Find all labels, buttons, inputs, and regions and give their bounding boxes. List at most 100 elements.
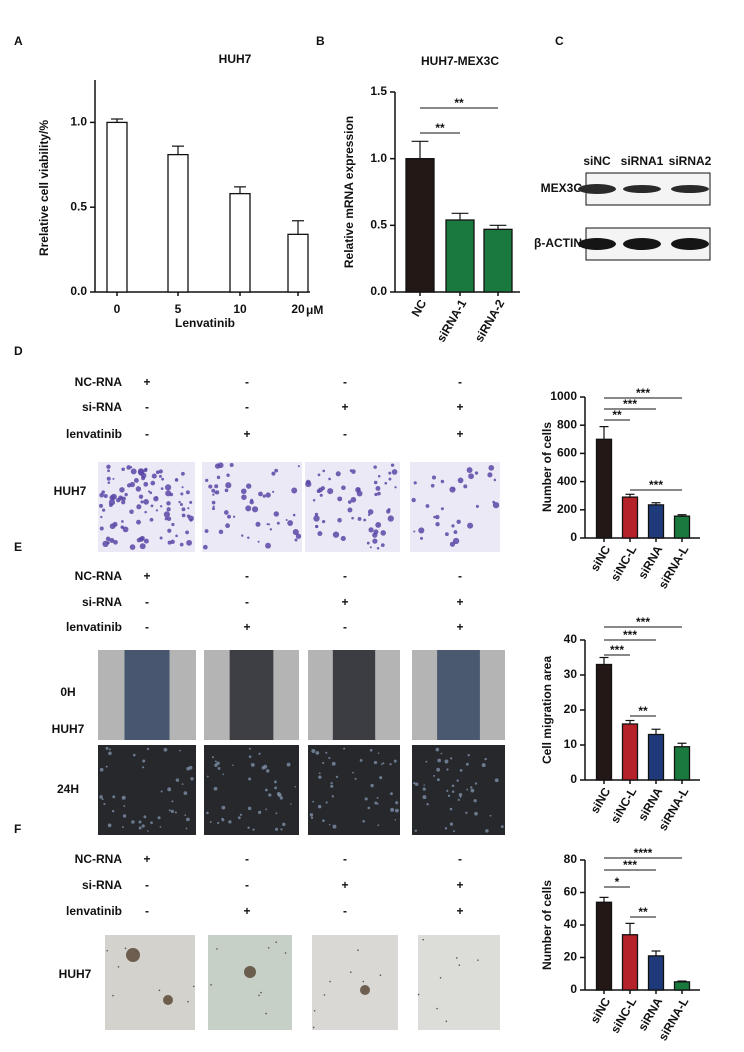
cell-dot <box>138 820 142 824</box>
cell-dot <box>449 807 453 811</box>
cell-dot <box>337 496 343 502</box>
cell-dot <box>274 780 277 784</box>
x-tick-label: siNC-L <box>608 995 639 1035</box>
condition-sign: + <box>456 595 463 609</box>
cell-dot <box>170 809 175 814</box>
cell-dot <box>269 528 273 531</box>
cell-dot <box>413 530 416 533</box>
cell-dot <box>369 748 373 752</box>
y-tick-label: 0 <box>570 982 577 996</box>
cell-dot <box>377 824 380 827</box>
cell-dot <box>373 480 378 485</box>
condition-sign: - <box>245 852 249 866</box>
cell-dot <box>469 786 473 789</box>
cell-dot <box>186 539 193 546</box>
x-tick-label: siNC-L <box>608 785 639 825</box>
cell-dot <box>451 784 455 788</box>
significance-label: ** <box>638 905 648 919</box>
transwell-image <box>410 462 500 552</box>
condition-label: NC-RNA <box>75 569 123 583</box>
cell-dot <box>237 816 241 820</box>
cell-dot <box>159 825 162 828</box>
cell-dot <box>274 786 278 790</box>
condition-sign: - <box>343 852 347 866</box>
y-tick-label: 600 <box>557 446 577 460</box>
debris <box>117 966 120 968</box>
wound-image-24h <box>98 745 196 835</box>
x-tick-label: NC <box>409 297 430 319</box>
x-tick-label: siNC <box>588 785 614 816</box>
cell-dot <box>332 824 337 829</box>
y-axis-label: Relative mRNA expression <box>342 116 356 268</box>
y-tick-label: 40 <box>564 632 578 646</box>
cell-dot <box>241 534 244 537</box>
cell-dot <box>99 503 104 508</box>
cell-dot <box>305 481 312 488</box>
condition-sign: + <box>456 427 463 441</box>
cell-dot <box>129 509 134 514</box>
significance-label: *** <box>623 858 637 872</box>
cell-dot <box>466 788 469 791</box>
debris <box>455 957 458 959</box>
debris <box>362 980 365 983</box>
cell-dot <box>312 800 315 803</box>
cell-dot <box>473 799 477 803</box>
cell-dot <box>262 494 266 498</box>
cell-dot <box>181 513 186 518</box>
cell-dot <box>451 524 455 528</box>
cell-dot <box>186 514 191 518</box>
cell-dot <box>287 520 294 526</box>
cell-dot <box>190 777 194 781</box>
cell-dot <box>158 474 162 478</box>
cell-dot <box>368 513 371 517</box>
cell-dot <box>363 518 367 522</box>
cell-dot <box>492 501 500 509</box>
cell-dot <box>331 795 335 798</box>
cell-dot <box>373 465 377 469</box>
cell-dot <box>150 821 153 825</box>
cell-dot <box>131 820 135 824</box>
cell-dot <box>276 521 280 525</box>
cell-dot <box>211 488 216 493</box>
x-tick-label: siRNA-2 <box>472 297 508 345</box>
bar <box>287 233 309 293</box>
cell-dot <box>232 515 236 518</box>
cell-dot <box>167 787 172 792</box>
cell-dot <box>186 767 190 771</box>
cell-dot <box>263 764 268 769</box>
cell-dot <box>143 815 147 819</box>
condition-sign: - <box>458 569 462 583</box>
blot-row-label: β-ACTIN <box>534 236 582 250</box>
debris <box>265 1012 267 1015</box>
cell-dot <box>178 500 181 504</box>
condition-label: si-RNA <box>82 878 122 892</box>
cell-dot <box>280 828 283 831</box>
cell-dot <box>100 515 103 519</box>
cell-dot <box>367 509 374 515</box>
cell-dot <box>212 493 215 496</box>
cell-dot <box>459 768 463 772</box>
y-tick-label: 0 <box>570 772 577 786</box>
cell-dot <box>379 776 383 780</box>
y-tick-label: 60 <box>564 885 578 899</box>
x-tick-label: 20 <box>291 302 305 316</box>
cell-dot <box>425 760 428 763</box>
cell-dot <box>459 795 462 798</box>
cell-dot <box>105 536 111 542</box>
lane-label: siNC <box>583 154 611 168</box>
cell-dot <box>386 509 391 514</box>
panel-label: E <box>14 540 22 554</box>
condition-sign: - <box>145 400 149 414</box>
condition-sign: - <box>343 904 347 918</box>
cell-dot <box>446 768 449 771</box>
cell-dot <box>357 516 362 521</box>
cell-dot <box>377 491 381 496</box>
bar <box>673 515 691 539</box>
cell-dot <box>213 786 218 791</box>
wound-image-24h <box>308 745 400 835</box>
cell-dot <box>423 784 425 786</box>
cell-dot <box>484 757 487 761</box>
cell-dot <box>431 475 437 480</box>
cell-dot <box>331 761 336 766</box>
